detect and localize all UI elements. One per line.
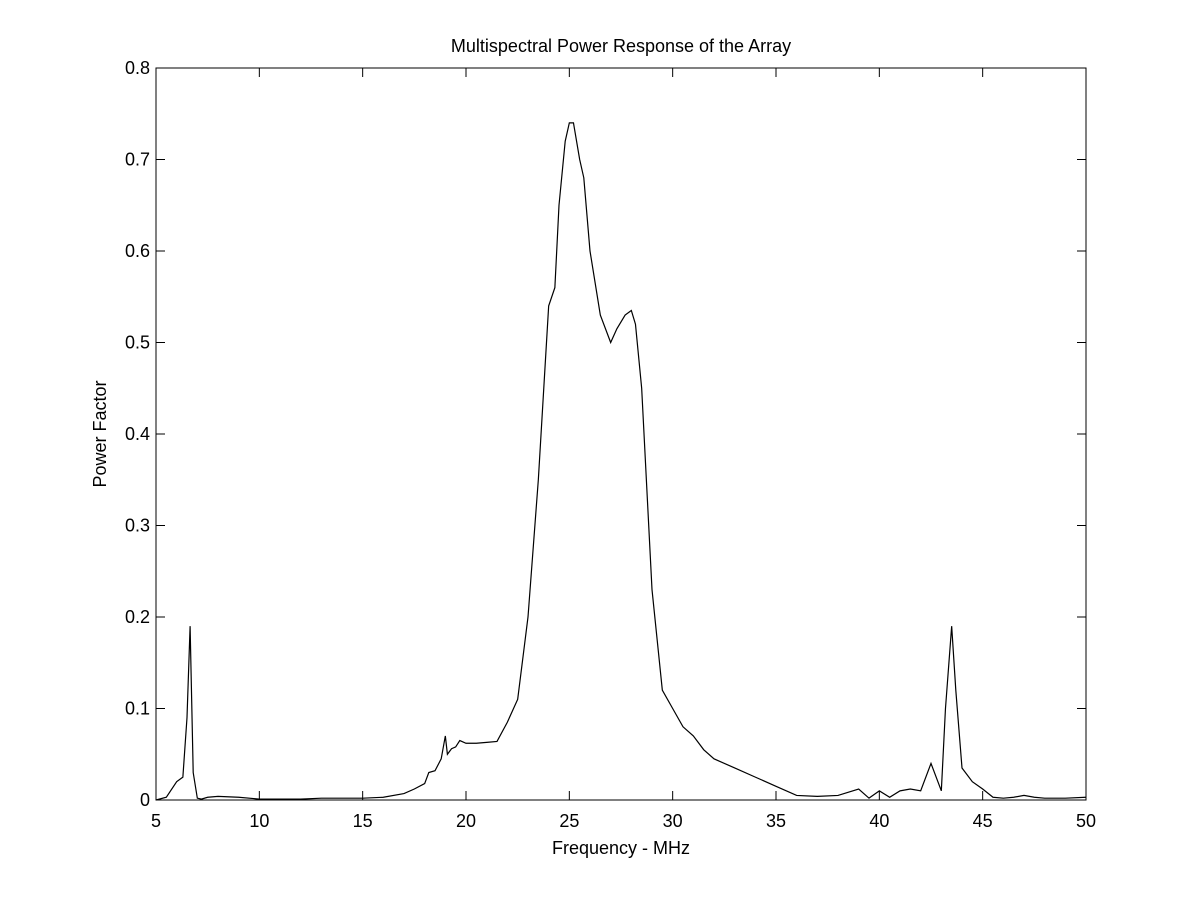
y-axis-label: Power Factor [90, 380, 110, 487]
chart-title: Multispectral Power Response of the Arra… [451, 36, 791, 56]
y-tick-label: 0.7 [125, 150, 150, 170]
x-tick-label: 5 [151, 811, 161, 831]
y-tick-label: 0.2 [125, 607, 150, 627]
y-tick-labels: 0 0.1 0.2 0.3 0.4 0.5 0.6 0.7 0.8 [125, 58, 150, 810]
x-tick-label: 20 [456, 811, 476, 831]
y-tick-label: 0.1 [125, 699, 150, 719]
x-tick-label: 30 [663, 811, 683, 831]
y-tick-label: 0.4 [125, 424, 150, 444]
y-tick-label: 0.5 [125, 333, 150, 353]
x-tick-label: 45 [973, 811, 993, 831]
x-tick-label: 40 [869, 811, 889, 831]
x-tick-label: 50 [1076, 811, 1096, 831]
y-tick-label: 0.8 [125, 58, 150, 78]
x-tick-label: 15 [353, 811, 373, 831]
x-tick-labels: 5 10 15 20 25 30 35 40 45 50 [151, 811, 1096, 831]
x-tick-label: 25 [559, 811, 579, 831]
plot-area [155, 67, 1087, 801]
y-tick-label: 0 [140, 790, 150, 810]
y-tick-label: 0.6 [125, 241, 150, 261]
series-line [155, 122, 1087, 801]
x-axis-label: Frequency - MHz [552, 838, 690, 858]
x-tick-label: 10 [249, 811, 269, 831]
y-tick-label: 0.3 [125, 516, 150, 536]
x-tick-label: 35 [766, 811, 786, 831]
